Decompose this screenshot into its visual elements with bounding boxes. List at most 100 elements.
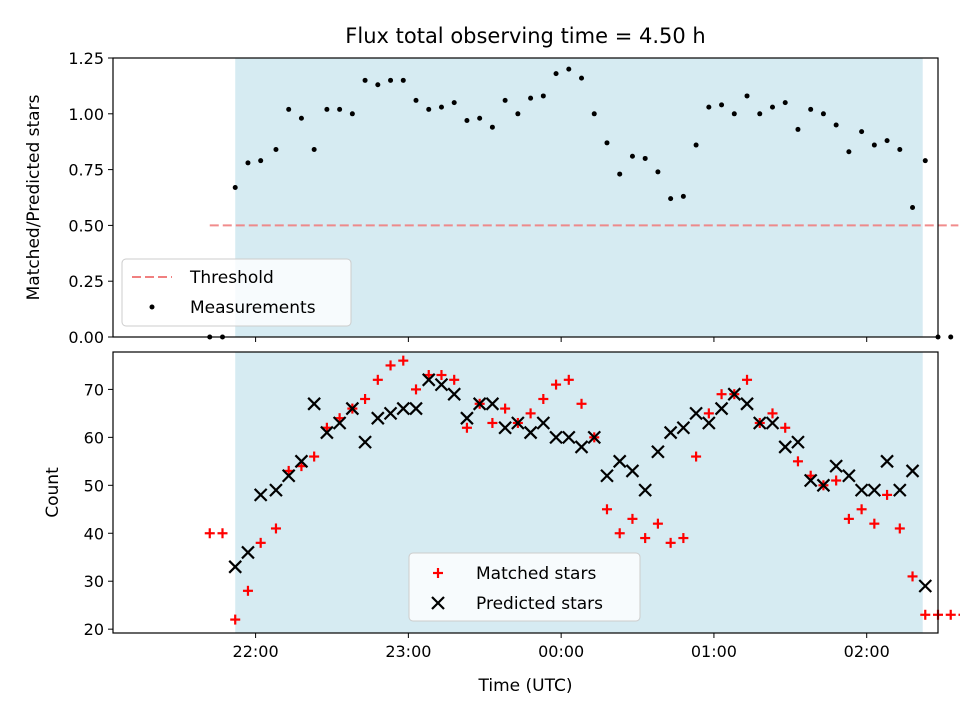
matched-star-point xyxy=(894,523,905,534)
matched-star-point xyxy=(652,518,663,529)
top-ytick-label: 1.00 xyxy=(68,105,104,124)
matched-star-point xyxy=(945,609,956,620)
top-y-axis-label: Matched/Predicted stars xyxy=(24,94,44,300)
predicted-star-point xyxy=(867,483,882,497)
predicted-star-point xyxy=(434,377,449,392)
legend-threshold-label: Threshold xyxy=(189,268,274,288)
predicted-star-point xyxy=(574,440,589,454)
measurement-point xyxy=(438,104,444,110)
predicted-star-point xyxy=(549,430,563,445)
measurement-point xyxy=(642,155,648,161)
measurements-series xyxy=(207,66,954,340)
predicted-star-point xyxy=(587,430,602,445)
predicted-star-point xyxy=(307,397,321,411)
predicted-star-point xyxy=(485,397,500,411)
predicted-star-point xyxy=(228,560,243,574)
predicted-star-point xyxy=(562,430,576,445)
matched-star-point xyxy=(360,393,371,404)
matched-star-point xyxy=(716,389,727,400)
measurement-point xyxy=(897,147,903,153)
measurement-point xyxy=(258,158,264,164)
predicted-star-point xyxy=(829,459,843,473)
measurement-point xyxy=(245,160,251,166)
matched-star-point xyxy=(882,489,893,500)
measurement-point xyxy=(820,111,826,117)
legend-measurements-label: Measurements xyxy=(190,298,316,318)
measurement-point xyxy=(464,117,470,123)
bottom-ytick-label: 60 xyxy=(84,428,104,447)
matched-star-point xyxy=(398,355,409,366)
matched-star-point xyxy=(461,422,472,433)
predicted-star-point xyxy=(536,416,551,430)
matched-star-point xyxy=(538,393,549,404)
measurement-point xyxy=(884,138,890,144)
predicted-star-point xyxy=(409,401,423,416)
predicted-star-point xyxy=(816,478,831,493)
measurement-point xyxy=(349,111,355,117)
measurement-point xyxy=(426,106,432,112)
predicted-star-point xyxy=(702,416,716,430)
predicted-star-point xyxy=(447,387,461,401)
matched-star-point xyxy=(576,398,587,409)
measurement-point xyxy=(451,100,457,106)
measurement-point xyxy=(859,129,865,135)
predicted-star-point xyxy=(371,411,385,425)
predicted-star-point xyxy=(676,420,691,435)
predicted-star-point xyxy=(523,425,538,440)
measurement-point xyxy=(680,193,686,199)
legend-measurements-swatch xyxy=(149,304,155,310)
legend-predicted-label: Predicted stars xyxy=(476,594,603,614)
measurement-point xyxy=(273,147,279,153)
matched-star-point xyxy=(230,614,241,625)
top-panel: 0.00 0.25 0.50 0.75 1.00 1.25 Flux total obse… xyxy=(24,24,959,347)
measurement-point xyxy=(922,158,928,164)
predicted-star-point xyxy=(893,483,907,497)
predicted-star-point xyxy=(663,425,678,440)
measurement-point xyxy=(604,140,610,146)
measurement-point xyxy=(400,77,406,83)
matched-star-point xyxy=(767,408,778,419)
matched-star-point xyxy=(678,533,689,544)
matched-star-point xyxy=(309,451,320,462)
predicted-star-point xyxy=(472,397,487,411)
measurement-point xyxy=(502,97,508,103)
predicted-star-point xyxy=(740,397,754,411)
measurement-point xyxy=(871,142,877,148)
top-axes-frame xyxy=(112,57,939,338)
top-ytick-label: 1.25 xyxy=(68,49,104,68)
predicted-star-point xyxy=(358,435,372,449)
matched-star-point xyxy=(487,417,498,428)
matched-star-point xyxy=(601,504,612,515)
bottom-legend-box xyxy=(408,552,641,622)
measurement-point xyxy=(298,115,304,121)
matched-star-point xyxy=(780,422,791,433)
measurement-point xyxy=(617,171,623,177)
predicted-star-point xyxy=(498,420,512,435)
measurement-point xyxy=(846,149,852,155)
measurement-point xyxy=(388,77,394,83)
measurement-point xyxy=(719,102,725,108)
predicted-star-point xyxy=(383,406,398,421)
predicted-star-point xyxy=(625,464,640,478)
matched-stars-series xyxy=(204,355,960,625)
matched-star-point xyxy=(665,537,676,548)
predicted-star-point xyxy=(320,425,334,440)
matched-star-point xyxy=(436,370,447,381)
predicted-stars-series xyxy=(228,373,933,593)
matched-star-point xyxy=(242,585,253,596)
predicted-star-point xyxy=(778,440,793,454)
predicted-star-point xyxy=(241,545,255,560)
bottom-axes-frame xyxy=(112,351,939,634)
matched-star-point xyxy=(204,528,215,539)
matched-star-point xyxy=(270,523,281,534)
measurement-point xyxy=(324,106,330,112)
predicted-star-point xyxy=(511,416,525,430)
top-legend: Threshold Measurements xyxy=(121,258,352,327)
measurement-point xyxy=(948,334,954,340)
matched-star-point xyxy=(907,571,918,582)
bottom-y-axis-label: Count xyxy=(43,467,63,518)
matched-star-point xyxy=(856,504,867,515)
matched-star-point xyxy=(742,374,753,385)
matched-star-point xyxy=(869,518,880,529)
measurement-point xyxy=(489,124,495,130)
